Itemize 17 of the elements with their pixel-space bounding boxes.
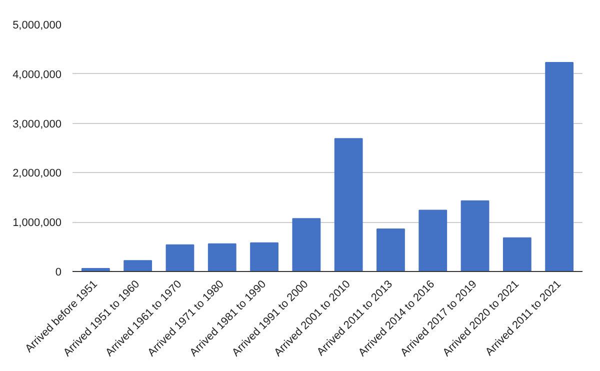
bar <box>418 210 448 272</box>
bar <box>166 244 194 272</box>
bar <box>292 218 321 272</box>
y-tick-label: 3,000,000 <box>12 118 62 130</box>
bar <box>502 237 532 272</box>
bar <box>124 260 152 272</box>
y-tick-label: 2,000,000 <box>12 168 62 180</box>
bar <box>460 200 490 272</box>
y-tick-label: 1,000,000 <box>12 217 62 230</box>
y-tick-label: 5,000,000 <box>12 20 62 32</box>
bar <box>334 138 363 272</box>
y-tick-label: 4,000,000 <box>12 68 62 81</box>
bar <box>208 243 236 272</box>
bar <box>545 62 574 272</box>
y-tick-label: 0 <box>55 266 62 278</box>
bar <box>250 242 278 272</box>
bar <box>376 228 405 272</box>
